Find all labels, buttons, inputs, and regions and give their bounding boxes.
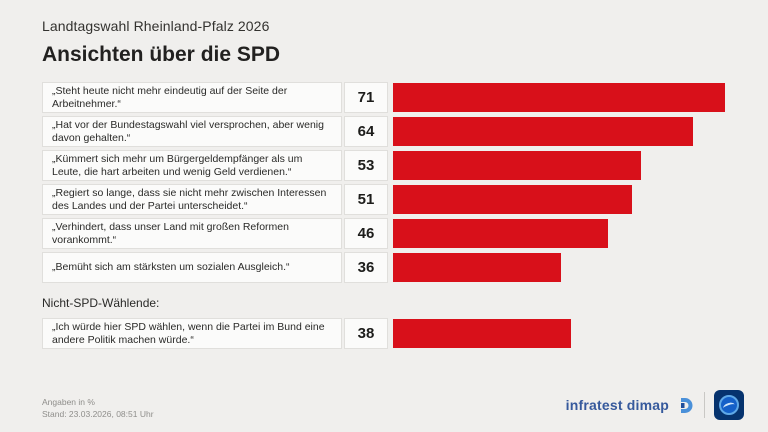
- footer-notes: Angaben in % Stand: 23.03.2026, 08:51 Uh…: [42, 396, 154, 420]
- tagesschau-logo-icon: [714, 390, 744, 420]
- globe-icon: [719, 395, 739, 415]
- bar: [393, 185, 632, 214]
- group-label-non-spd-voters: Nicht-SPD-Wählende:: [42, 296, 160, 310]
- bar: [393, 151, 642, 180]
- value-label: 71: [344, 82, 388, 113]
- value-label: 36: [344, 252, 388, 283]
- value-label: 51: [344, 184, 388, 215]
- bar: [393, 219, 609, 248]
- statement-label: „Kümmert sich mehr um Bürgergeldempfänge…: [42, 150, 342, 181]
- statement-label: „Regiert so lange, dass sie nicht mehr z…: [42, 184, 342, 215]
- unit-note: Angaben in %: [42, 397, 95, 407]
- bar: [393, 319, 571, 348]
- value-label: 64: [344, 116, 388, 147]
- statement-label: „Verhindert, dass unser Land mit großen …: [42, 218, 342, 249]
- infratest-dimap-icon: [678, 397, 695, 414]
- statement-label: „Ich würde hier SPD wählen, wenn die Par…: [42, 318, 342, 349]
- bar: [393, 83, 726, 112]
- bar-track: [393, 318, 744, 349]
- statement-label: „Hat vor der Bundestagswahl viel verspro…: [42, 116, 342, 147]
- bar: [393, 253, 562, 282]
- value-label: 38: [344, 318, 388, 349]
- bar-track: [393, 82, 744, 113]
- date-note: Stand: 23.03.2026, 08:51 Uhr: [42, 409, 154, 419]
- infratest-dimap-wordmark: infratest dimap: [565, 397, 669, 413]
- logo-divider: [704, 392, 705, 418]
- bar-track: [393, 218, 744, 249]
- bar-chart: „Steht heute nicht mehr eindeutig auf de…: [42, 82, 744, 349]
- chart-row: „Hat vor der Bundestagswahl viel verspro…: [42, 116, 744, 147]
- value-label: 46: [344, 218, 388, 249]
- chart-row: „Verhindert, dass unser Land mit großen …: [42, 218, 744, 249]
- bar-track: [393, 150, 744, 181]
- chart-title: Ansichten über die SPD: [42, 43, 281, 66]
- footer: Angaben in % Stand: 23.03.2026, 08:51 Uh…: [42, 390, 744, 420]
- chart-row: „Kümmert sich mehr um Bürgergeldempfänge…: [42, 150, 744, 181]
- statement-label: „Bemüht sich am stärksten um sozialen Au…: [42, 252, 342, 283]
- statement-label: „Steht heute nicht mehr eindeutig auf de…: [42, 82, 342, 113]
- bar-track: [393, 184, 744, 215]
- chart-row: „Regiert so lange, dass sie nicht mehr z…: [42, 184, 744, 215]
- value-label: 53: [344, 150, 388, 181]
- chart-row: „Steht heute nicht mehr eindeutig auf de…: [42, 82, 744, 113]
- chart-row: „Bemüht sich am stärksten um sozialen Au…: [42, 252, 744, 283]
- bar: [393, 117, 693, 146]
- bar-track: [393, 116, 744, 147]
- chart-row: „Ich würde hier SPD wählen, wenn die Par…: [42, 318, 744, 349]
- chart-subtitle: Landtagswahl Rheinland-Pfalz 2026: [42, 18, 270, 34]
- bar-track: [393, 252, 744, 283]
- source-logos: infratest dimap: [566, 390, 744, 420]
